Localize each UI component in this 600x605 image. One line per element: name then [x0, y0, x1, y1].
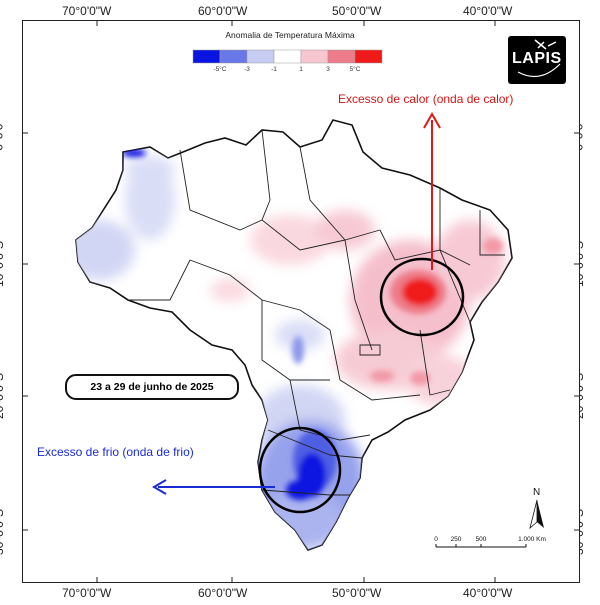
heat-wave-circle: [379, 257, 465, 337]
scale-label: 0: [434, 536, 438, 543]
legend-swatch: [327, 49, 356, 64]
logo-text: LAPIS: [512, 50, 562, 67]
legend-tick: 1: [299, 66, 303, 73]
longitude-label-70w-bottom: 70°0'0"W: [62, 586, 112, 600]
legend-swatch: [219, 49, 248, 64]
logo-satellite-icon: [534, 39, 557, 50]
scale-label: 250: [450, 536, 462, 543]
longitude-label-60w-bottom: 60°0'0"W: [198, 586, 248, 600]
scale-bar: [435, 544, 527, 548]
period-label: 23 a 29 de junho de 2025: [65, 374, 239, 400]
legend-title: Anomalia de Temperatura Máxima: [225, 30, 355, 40]
longitude-label-40w: 40°0'0"W: [463, 4, 513, 18]
legend-swatch: [192, 49, 221, 64]
longitude-label-50w: 50°0'0"W: [332, 4, 382, 18]
scale-bar-labels: 0 250 500 1.000 Km: [432, 536, 562, 548]
heat-arrow-head: [423, 111, 441, 129]
longitude-label-70w: 70°0'0"W: [62, 4, 112, 18]
cold-wave-circle: [258, 426, 342, 514]
longitude-label-40w-bottom: 40°0'0"W: [463, 586, 513, 600]
legend-swatch: [354, 49, 383, 64]
north-arrow-icon: [529, 499, 544, 530]
logo-badge: [508, 36, 566, 84]
legend-tick: 3: [326, 66, 330, 73]
scale-label: 1.000 Km: [518, 536, 546, 543]
longitude-label-50w-bottom: 50°0'0"W: [332, 586, 382, 600]
legend-swatch: [300, 49, 329, 64]
longitude-label-60w: 60°0'0"W: [198, 4, 248, 18]
legend-tick: -1: [271, 66, 277, 73]
legend-colorbar: [192, 49, 383, 64]
heat-wave-label: Excesso de calor (onda de calor): [338, 92, 514, 106]
legend-tick-labels: -5°C -3 -1 1 3 5°C: [195, 66, 385, 76]
state-borders: [128, 129, 505, 496]
legend-swatch: [273, 49, 302, 64]
cold-wave-label: Excesso de frio (onda de frio): [37, 445, 194, 459]
legend-tick: 5°C: [349, 66, 361, 73]
graticule-ticks: [22, 20, 580, 583]
logo-swoosh-icon: [517, 63, 561, 78]
legend-tick: -5°C: [213, 66, 227, 73]
north-letter: N: [533, 487, 541, 498]
cold-arrow-head: [152, 479, 167, 495]
legend-tick: -3: [244, 66, 250, 73]
scale-label: 500: [475, 536, 487, 543]
legend-swatch: [246, 49, 275, 64]
